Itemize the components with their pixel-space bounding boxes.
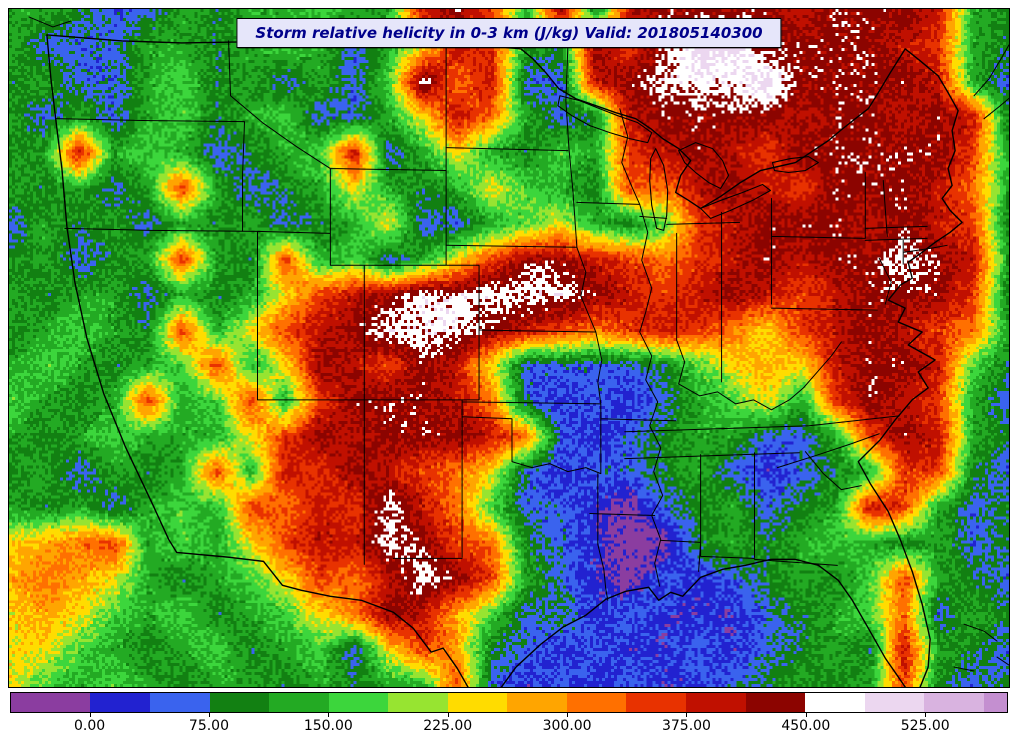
colorbar	[10, 692, 1008, 713]
colorbar-tick-mark	[447, 713, 449, 717]
lake-erie-outline	[700, 183, 772, 219]
colorbar-segment	[90, 693, 150, 712]
colorbar-segment	[864, 693, 925, 712]
colorbar-tick-mark	[328, 713, 330, 717]
map-area: Storm relative helicity in 0-3 km (J/kg)…	[8, 8, 1010, 688]
colorbar-segment	[209, 693, 270, 712]
colorbar-tick-label: 525.00	[900, 718, 950, 734]
colorbar-segment	[686, 693, 746, 712]
colorbar-tick-mark	[686, 713, 688, 717]
colorbar-tick-mark	[208, 713, 210, 717]
colorbar-tick-label: 300.00	[542, 718, 592, 734]
colorbar-segment	[805, 693, 865, 712]
offshore-coastlines	[28, 16, 1009, 672]
colorbar-segment	[11, 693, 91, 712]
map-title-box: Storm relative helicity in 0-3 km (J/kg)…	[236, 18, 782, 48]
colorbar-segment	[447, 693, 508, 712]
colorbar-segment	[745, 693, 806, 712]
colorbar-segment	[507, 693, 567, 712]
atlantic-coast-canada-border	[46, 34, 963, 687]
colorbar-tick-label: 450.00	[781, 718, 831, 734]
map-title: Storm relative helicity in 0-3 km (J/kg)…	[255, 24, 763, 42]
colorbar-tick-mark	[567, 713, 569, 717]
colorbar-segment	[924, 693, 984, 712]
colorbar-segment	[626, 693, 687, 712]
state-borders-plains	[392, 45, 677, 601]
gulf-coast	[500, 558, 906, 687]
colorbar-tick-mark	[89, 713, 91, 717]
colorbar-tick-mark	[925, 713, 927, 717]
colorbar-tick-mark	[805, 713, 807, 717]
state-borders-east	[624, 172, 948, 572]
colorbar-segment	[269, 693, 329, 712]
lake-superior-outline	[557, 95, 653, 144]
state-borders-west	[55, 40, 480, 565]
lake-huron-outline	[678, 142, 730, 190]
lake-michigan-outline	[649, 148, 669, 231]
helicity-field-canvas	[9, 9, 1009, 687]
colorbar-tick-label: 225.00	[423, 718, 473, 734]
colorbar-segment	[388, 693, 448, 712]
colorbar-tick-label: 375.00	[661, 718, 711, 734]
colorbar-segment	[566, 693, 627, 712]
lake-ontario-outline	[771, 156, 819, 174]
colorbar-segment	[328, 693, 389, 712]
colorbar-tick-label: 150.00	[303, 718, 353, 734]
state-borders-midwest	[576, 108, 842, 587]
colorbar-segment	[983, 693, 1007, 712]
colorbar-tick-label: 0.00	[73, 718, 106, 734]
colorbar-tick-labels: 0.00 75.00 150.00 225.00 300.00 375.00 450.00 5…	[10, 713, 1008, 741]
pacific-coast-mexico-border	[46, 34, 469, 687]
state-borders-overlay	[28, 16, 1009, 687]
colorbar-tick-label: 75.00	[188, 718, 229, 734]
colorbar-segment	[149, 693, 210, 712]
